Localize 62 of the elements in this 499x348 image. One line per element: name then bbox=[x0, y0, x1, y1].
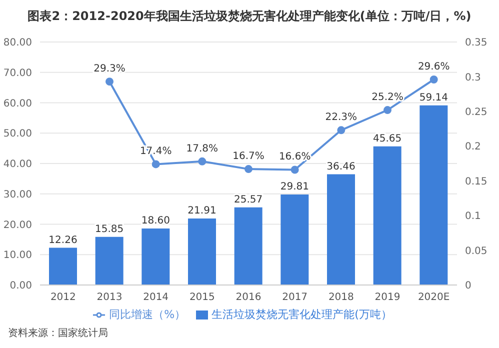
y2-tick-label: 0.3 bbox=[465, 72, 481, 84]
bar bbox=[49, 248, 77, 285]
point bbox=[244, 165, 252, 174]
x-tick-label: 2013 bbox=[96, 292, 122, 304]
y2-tick-label: 0.15 bbox=[465, 176, 488, 188]
legend-label: 同比增速（%） bbox=[109, 308, 186, 321]
y2-tick-label: 0.25 bbox=[465, 106, 488, 118]
x-tick-label: 2012 bbox=[50, 292, 76, 304]
chart-title: 图表2：2012-2020年我国生活垃圾焚烧无害化处理产能变化(单位：万吨/日，%) bbox=[26, 8, 472, 25]
y-tick-label: 10.00 bbox=[3, 250, 32, 262]
bar bbox=[280, 194, 309, 285]
data-label: 25.2% bbox=[372, 92, 404, 104]
text: 资料来源：国家统计局 bbox=[7, 326, 109, 340]
data-label: 29.6% bbox=[418, 61, 450, 72]
data-label: 15.85 bbox=[95, 224, 124, 235]
y-tick-label: 70.00 bbox=[3, 68, 32, 79]
data-label: 21.91 bbox=[188, 205, 216, 216]
x-tick-label: 2019 bbox=[374, 292, 400, 304]
bar bbox=[234, 207, 262, 285]
point bbox=[152, 160, 160, 168]
data-label: 29.3% bbox=[94, 64, 126, 75]
data-label: 36.46 bbox=[326, 161, 356, 172]
data-label: 16.7% bbox=[232, 151, 264, 162]
point bbox=[198, 157, 206, 166]
data-label: 17.8% bbox=[186, 143, 218, 154]
y-tick-label: 30.00 bbox=[3, 189, 32, 200]
data-label: 22.3% bbox=[325, 112, 358, 124]
point bbox=[430, 75, 438, 84]
x-tick-label: 2015 bbox=[189, 292, 215, 304]
y-tick-label: 0.00 bbox=[10, 280, 32, 292]
x-tick-label: 2020E bbox=[418, 292, 450, 304]
data-label: 45.65 bbox=[373, 133, 402, 144]
x-tick-label: 2017 bbox=[282, 292, 308, 304]
legend-label: 生活垃圾焚烧无害化处理产能(万吨） bbox=[212, 308, 392, 321]
point bbox=[337, 126, 346, 134]
y-tick-label: 20.00 bbox=[3, 220, 32, 231]
point bbox=[106, 78, 114, 86]
x-tick-label: 2016 bbox=[236, 292, 262, 304]
bar bbox=[142, 228, 170, 285]
y2-tick-label: 0.1 bbox=[465, 211, 481, 222]
y-tick-label: 40.00 bbox=[3, 159, 32, 170]
point bbox=[290, 166, 299, 174]
y-tick-label: 60.00 bbox=[3, 98, 32, 110]
y2-tick-label: 0 bbox=[465, 280, 472, 292]
data-label: 12.26 bbox=[48, 234, 78, 246]
data-label: 18.60 bbox=[141, 216, 170, 227]
data-label: 59.14 bbox=[419, 92, 448, 104]
y-tick-label: 80.00 bbox=[3, 38, 32, 49]
y-tick-label: 50.00 bbox=[3, 128, 32, 140]
bar bbox=[188, 218, 216, 285]
bar bbox=[373, 146, 402, 285]
data-label: 25.57 bbox=[234, 194, 263, 206]
y2-tick-label: 0.35 bbox=[465, 38, 488, 49]
x-tick-label: 2014 bbox=[143, 292, 169, 304]
y2-tick-label: 0.05 bbox=[465, 246, 488, 257]
point bbox=[384, 106, 392, 114]
bar bbox=[327, 174, 355, 285]
y2-tick-label: 0.2 bbox=[465, 142, 481, 153]
bar bbox=[420, 105, 448, 285]
x-tick-label: 2018 bbox=[328, 292, 354, 304]
bar bbox=[95, 236, 124, 285]
data-label: 29.81 bbox=[280, 181, 309, 192]
